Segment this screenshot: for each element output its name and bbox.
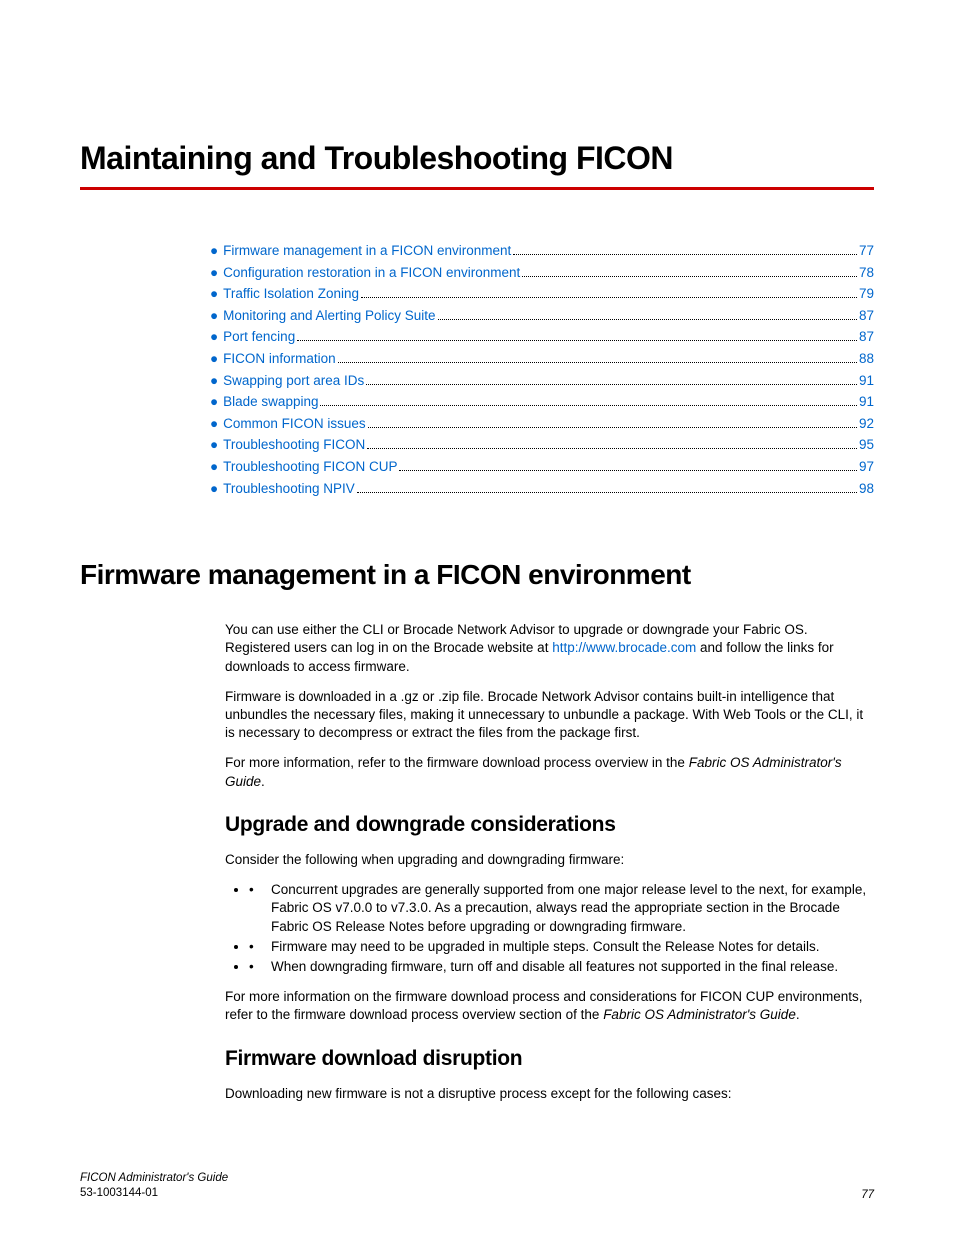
toc-entry[interactable]: ●Traffic Isolation Zoning 79 xyxy=(210,283,874,305)
toc-label: Common FICON issues xyxy=(223,413,366,435)
section-title: Firmware management in a FICON environme… xyxy=(80,559,874,591)
table-of-contents: ●Firmware management in a FICON environm… xyxy=(210,240,874,499)
toc-entry[interactable]: ●Blade swapping 91 xyxy=(210,391,874,413)
toc-label: FICON information xyxy=(223,348,336,370)
toc-page-number: 91 xyxy=(859,391,874,413)
bullet-icon: ● xyxy=(210,391,218,413)
toc-leader-dots xyxy=(338,362,857,363)
bullet-icon: ● xyxy=(210,413,218,435)
toc-label: Monitoring and Alerting Policy Suite xyxy=(223,305,435,327)
toc-page-number: 87 xyxy=(859,326,874,348)
toc-label: Traffic Isolation Zoning xyxy=(223,283,359,305)
list-item: When downgrading firmware, turn off and … xyxy=(249,958,874,976)
toc-label: Port fencing xyxy=(223,326,295,348)
paragraph: Consider the following when upgrading an… xyxy=(225,851,874,869)
bullet-icon: ● xyxy=(210,262,218,284)
text-run: . xyxy=(261,774,265,789)
toc-entry[interactable]: ●FICON information 88 xyxy=(210,348,874,370)
toc-leader-dots xyxy=(522,276,857,277)
paragraph: For more information, refer to the firmw… xyxy=(225,754,874,790)
bullet-icon: ● xyxy=(210,240,218,262)
toc-leader-dots xyxy=(367,448,857,449)
toc-leader-dots xyxy=(320,405,856,406)
bullet-list: Concurrent upgrades are generally suppor… xyxy=(249,881,874,976)
external-link[interactable]: http://www.brocade.com xyxy=(552,640,696,655)
bullet-icon: ● xyxy=(210,434,218,456)
footer-doc-info: FICON Administrator's Guide 53-1003144-0… xyxy=(80,1171,228,1201)
red-divider xyxy=(80,187,874,190)
toc-label: Troubleshooting FICON CUP xyxy=(223,456,397,478)
paragraph: Firmware is downloaded in a .gz or .zip … xyxy=(225,688,874,743)
bullet-icon: ● xyxy=(210,478,218,500)
page-footer: FICON Administrator's Guide 53-1003144-0… xyxy=(80,1171,874,1201)
toc-label: Troubleshooting NPIV xyxy=(223,478,355,500)
toc-entry[interactable]: ●Common FICON issues 92 xyxy=(210,413,874,435)
toc-leader-dots xyxy=(513,254,857,255)
toc-leader-dots xyxy=(368,427,857,428)
toc-label: Blade swapping xyxy=(223,391,318,413)
text-run: For more information, refer to the firmw… xyxy=(225,755,689,770)
toc-leader-dots xyxy=(438,319,857,320)
paragraph: For more information on the firmware dow… xyxy=(225,988,874,1024)
toc-page-number: 77 xyxy=(859,240,874,262)
toc-page-number: 92 xyxy=(859,413,874,435)
toc-page-number: 88 xyxy=(859,348,874,370)
toc-page-number: 91 xyxy=(859,370,874,392)
toc-leader-dots xyxy=(366,384,857,385)
text-run: . xyxy=(796,1007,800,1022)
toc-entry[interactable]: ●Troubleshooting FICON CUP 97 xyxy=(210,456,874,478)
toc-leader-dots xyxy=(361,297,857,298)
toc-label: Swapping port area IDs xyxy=(223,370,364,392)
chapter-title: Maintaining and Troubleshooting FICON xyxy=(80,140,874,177)
subsection-title: Upgrade and downgrade considerations xyxy=(225,813,874,837)
toc-page-number: 98 xyxy=(859,478,874,500)
footer-doc-number: 53-1003144-01 xyxy=(80,1186,228,1201)
bullet-icon: ● xyxy=(210,283,218,305)
list-item: Firmware may need to be upgraded in mult… xyxy=(249,938,874,956)
toc-entry[interactable]: ●Swapping port area IDs 91 xyxy=(210,370,874,392)
body-content: You can use either the CLI or Brocade Ne… xyxy=(225,621,874,1103)
paragraph: Downloading new firmware is not a disrup… xyxy=(225,1085,874,1103)
footer-doc-title: FICON Administrator's Guide xyxy=(80,1171,228,1186)
paragraph: You can use either the CLI or Brocade Ne… xyxy=(225,621,874,676)
toc-label: Firmware management in a FICON environme… xyxy=(223,240,511,262)
toc-leader-dots xyxy=(297,340,857,341)
doc-reference: Fabric OS Administrator's Guide xyxy=(603,1007,796,1022)
toc-label: Troubleshooting FICON xyxy=(223,434,365,456)
toc-leader-dots xyxy=(399,470,856,471)
bullet-icon: ● xyxy=(210,326,218,348)
toc-entry[interactable]: ●Port fencing 87 xyxy=(210,326,874,348)
toc-page-number: 79 xyxy=(859,283,874,305)
bullet-icon: ● xyxy=(210,305,218,327)
toc-entry[interactable]: ●Troubleshooting NPIV 98 xyxy=(210,478,874,500)
toc-page-number: 87 xyxy=(859,305,874,327)
toc-entry[interactable]: ●Firmware management in a FICON environm… xyxy=(210,240,874,262)
list-item: Concurrent upgrades are generally suppor… xyxy=(249,881,874,936)
document-page: Maintaining and Troubleshooting FICON ●F… xyxy=(0,0,954,1235)
toc-label: Configuration restoration in a FICON env… xyxy=(223,262,520,284)
toc-entry[interactable]: ●Configuration restoration in a FICON en… xyxy=(210,262,874,284)
toc-entry[interactable]: ●Monitoring and Alerting Policy Suite 87 xyxy=(210,305,874,327)
toc-page-number: 95 xyxy=(859,434,874,456)
toc-leader-dots xyxy=(357,492,857,493)
bullet-icon: ● xyxy=(210,456,218,478)
bullet-icon: ● xyxy=(210,348,218,370)
toc-entry[interactable]: ●Troubleshooting FICON 95 xyxy=(210,434,874,456)
bullet-icon: ● xyxy=(210,370,218,392)
footer-page-number: 77 xyxy=(861,1189,874,1201)
toc-page-number: 78 xyxy=(859,262,874,284)
subsection-title: Firmware download disruption xyxy=(225,1047,874,1071)
toc-page-number: 97 xyxy=(859,456,874,478)
